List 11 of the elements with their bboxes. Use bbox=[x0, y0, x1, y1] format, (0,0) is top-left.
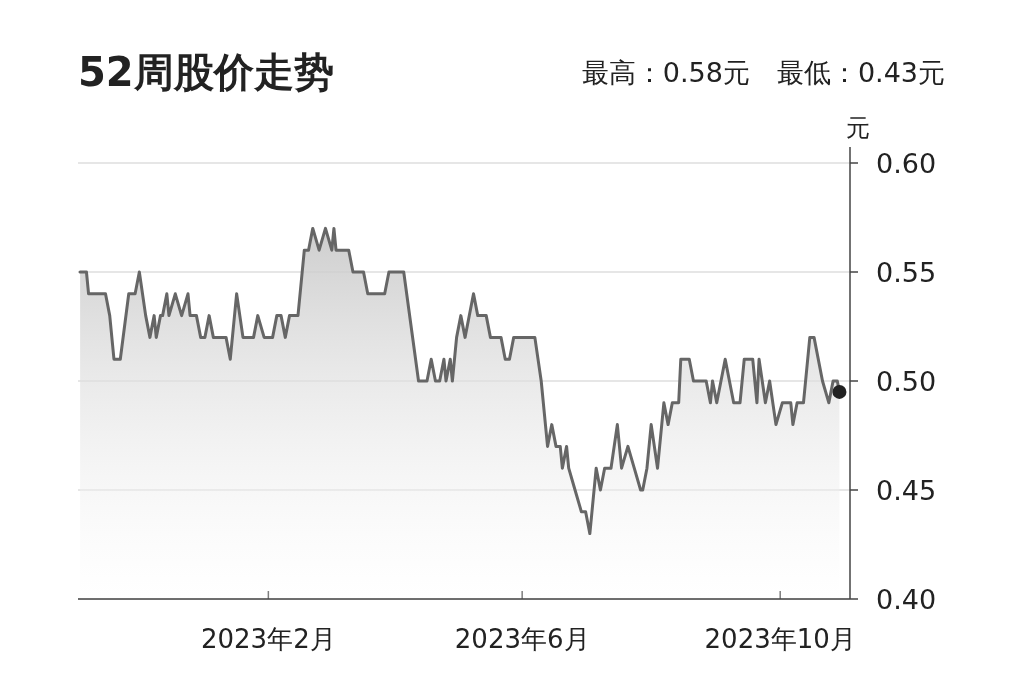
y-axis-title: 元 bbox=[846, 114, 870, 142]
y-tick-label: 0.40 bbox=[876, 584, 937, 615]
y-tick-label: 0.55 bbox=[876, 257, 937, 288]
chart-subtitle: 最高：0.58元 最低：0.43元 bbox=[581, 57, 945, 88]
x-tick-label: 2023年10月 bbox=[704, 624, 856, 654]
x-tick-label: 2023年6月 bbox=[454, 624, 590, 654]
chart-title: 52周股价走势 bbox=[78, 49, 334, 95]
y-tick-label: 0.45 bbox=[876, 475, 937, 506]
y-tick-label: 0.60 bbox=[876, 148, 937, 179]
x-tick-label: 2023年2月 bbox=[201, 624, 336, 654]
y-tick-label: 0.50 bbox=[876, 366, 937, 397]
